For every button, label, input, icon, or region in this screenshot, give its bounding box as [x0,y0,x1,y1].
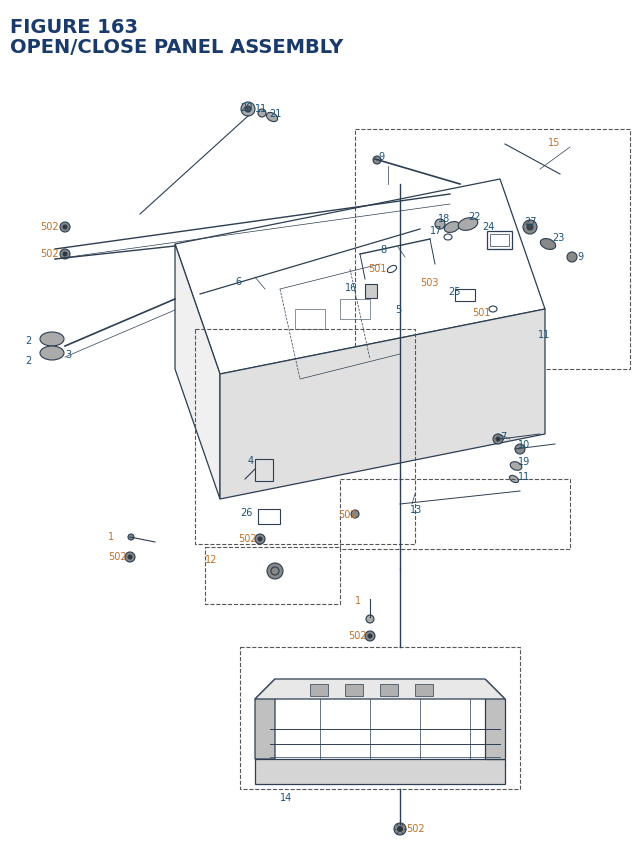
Bar [258,510,280,524]
Circle shape [258,537,262,542]
Bar [487,232,512,250]
Text: 24: 24 [482,222,494,232]
Text: 25: 25 [448,287,461,297]
Circle shape [60,223,70,232]
Circle shape [258,110,266,118]
Bar [295,310,325,330]
Text: 23: 23 [552,232,564,243]
Circle shape [245,107,251,113]
Circle shape [125,553,135,562]
Ellipse shape [444,222,460,233]
Polygon shape [255,679,275,759]
Circle shape [515,444,525,455]
Polygon shape [220,310,545,499]
Circle shape [567,253,577,263]
Circle shape [241,102,255,117]
Text: 503: 503 [420,278,438,288]
Ellipse shape [40,347,64,361]
Text: 502: 502 [108,551,127,561]
Text: 10: 10 [518,439,531,449]
Text: 2: 2 [25,356,31,366]
Text: 501: 501 [368,263,387,274]
Text: 20: 20 [240,102,252,113]
Circle shape [523,220,537,235]
Polygon shape [485,679,505,759]
Circle shape [368,635,372,638]
Text: 2: 2 [25,336,31,345]
Text: 502: 502 [406,823,424,833]
Text: 502: 502 [238,533,257,543]
Circle shape [128,555,132,560]
Text: 1: 1 [108,531,114,542]
Circle shape [366,616,374,623]
Circle shape [496,437,500,442]
Circle shape [128,535,134,541]
Ellipse shape [540,239,556,251]
Bar [455,289,475,301]
Text: 12: 12 [205,554,218,564]
Text: 18: 18 [438,214,451,224]
Text: 6: 6 [235,276,241,287]
Text: 15: 15 [548,138,561,148]
Text: 502: 502 [348,630,367,641]
Text: 11: 11 [538,330,550,339]
Text: 7: 7 [500,431,506,442]
Polygon shape [255,679,505,699]
Text: 27: 27 [524,217,536,226]
Text: 11: 11 [255,104,268,114]
Text: FIGURE 163: FIGURE 163 [10,18,138,37]
Bar [310,684,328,697]
Circle shape [435,220,445,230]
Bar [345,684,363,697]
Bar [380,684,398,697]
Ellipse shape [531,314,541,321]
Circle shape [527,225,533,231]
Ellipse shape [40,332,64,347]
Circle shape [267,563,283,579]
Ellipse shape [458,219,478,231]
Circle shape [394,823,406,835]
Text: 502: 502 [338,510,356,519]
Text: 17: 17 [430,226,442,236]
Ellipse shape [266,114,278,122]
Text: 1: 1 [355,595,361,605]
Circle shape [373,157,381,164]
Text: 21: 21 [269,108,282,119]
Bar [365,285,377,299]
Polygon shape [255,759,505,784]
Text: 8: 8 [380,245,386,255]
Text: 5: 5 [395,305,401,314]
Bar [415,684,433,697]
Text: 502: 502 [40,249,59,258]
Ellipse shape [510,462,522,471]
Circle shape [397,827,403,832]
Circle shape [365,631,375,641]
Circle shape [63,226,67,230]
Text: 26: 26 [240,507,252,517]
Text: 22: 22 [468,212,481,222]
Ellipse shape [509,476,518,483]
Polygon shape [175,245,220,499]
Text: 11: 11 [518,472,531,481]
Circle shape [255,535,265,544]
Circle shape [60,250,70,260]
Text: 9: 9 [577,251,583,262]
Bar [340,300,370,319]
Circle shape [351,511,359,518]
Text: 4: 4 [248,455,254,466]
Text: 501: 501 [472,307,490,318]
Circle shape [63,253,67,257]
Text: 14: 14 [280,792,292,802]
Bar [490,235,509,247]
Text: 19: 19 [518,456,531,467]
Text: 13: 13 [410,505,422,514]
Text: 9: 9 [378,152,384,162]
Bar [255,460,273,481]
Circle shape [493,435,503,444]
Text: 16: 16 [345,282,357,293]
Text: 502: 502 [40,222,59,232]
Text: 3: 3 [65,350,71,360]
Text: OPEN/CLOSE PANEL ASSEMBLY: OPEN/CLOSE PANEL ASSEMBLY [10,38,343,57]
